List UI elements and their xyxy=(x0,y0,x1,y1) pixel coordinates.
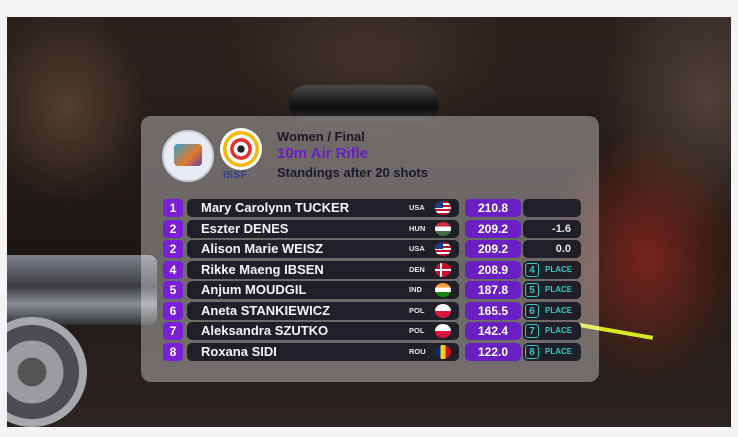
score-value: 209.2 xyxy=(465,219,521,238)
difference-cell: 8 PLACE xyxy=(523,342,581,361)
country-code: ROU xyxy=(409,346,426,356)
place-label: PLACE xyxy=(545,346,573,356)
country-code: DEN xyxy=(409,264,425,274)
score-value: 122.0 xyxy=(465,342,521,361)
rank-badge: 2 xyxy=(163,219,183,238)
athlete-name: Alison Marie WEISZ xyxy=(201,241,324,256)
hungary-flag-icon xyxy=(435,221,451,236)
country-code: IND xyxy=(409,285,422,294)
place-label: PLACE xyxy=(545,326,573,335)
athlete-bar: Mary Carolynn TUCKER USA xyxy=(187,199,459,217)
rank-badge: 5 xyxy=(163,281,183,299)
usa-flag-icon xyxy=(435,201,451,215)
table-row: 8 Roxana SIDI ROU 122.0 8 PLACE xyxy=(163,342,583,361)
difference-cell: 4 PLACE xyxy=(523,260,581,279)
difference-cell: 6 PLACE xyxy=(523,301,581,320)
score-difference: -1.6 xyxy=(552,222,571,235)
denmark-flag-icon xyxy=(435,262,451,277)
difference-cell: 7 PLACE xyxy=(523,322,581,340)
athlete-name: Aleksandra SZUTKO xyxy=(201,323,329,338)
world-cup-logo xyxy=(162,130,214,182)
athlete-bar: Anjum MOUDGIL IND xyxy=(187,281,459,299)
rank-badge: 8 xyxy=(163,342,183,361)
score-value: 208.9 xyxy=(465,260,521,279)
score-value: 187.8 xyxy=(465,281,521,299)
score-value: 210.8 xyxy=(465,199,521,217)
athlete-name: Anjum MOUDGIL xyxy=(201,282,307,297)
place-number: 4 xyxy=(525,262,539,277)
country-code: USA xyxy=(409,244,425,253)
athlete-name: Rikke Maeng IBSEN xyxy=(201,261,324,277)
country-code: USA xyxy=(409,203,425,212)
rank-badge: 1 xyxy=(163,199,183,217)
place-label: PLACE xyxy=(545,264,573,274)
table-row: 2 Eszter DENES HUN 209.2 -1.6 xyxy=(163,219,583,238)
athlete-bar: Roxana SIDI ROU xyxy=(187,342,459,361)
rifle-barrel xyxy=(7,255,157,325)
romania-flag-icon xyxy=(435,344,451,359)
country-code: HUN xyxy=(409,223,426,233)
difference-cell: 0.0 xyxy=(523,240,581,258)
difference-cell: 5 PLACE xyxy=(523,281,581,299)
rank-badge: 7 xyxy=(163,322,183,340)
usa-flag-icon xyxy=(435,242,451,256)
difference-cell xyxy=(523,199,581,217)
place-label: PLACE xyxy=(545,305,573,315)
athlete-name: Mary Carolynn TUCKER xyxy=(201,200,350,215)
athlete-name: Aneta STANKIEWICZ xyxy=(201,302,331,318)
athlete-bar: Alison Marie WEISZ USA xyxy=(187,240,459,258)
table-row: 2 Alison Marie WEISZ USA 209.2 0.0 xyxy=(163,240,583,258)
country-code: POL xyxy=(409,326,425,335)
table-row: 6 Aneta STANKIEWICZ POL 165.5 6 PLACE xyxy=(163,301,583,320)
table-row: 7 Aleksandra SZUTKO POL 142.4 7 PLACE xyxy=(163,322,583,340)
event-stage-label: Women / Final xyxy=(277,129,365,144)
difference-cell: -1.6 xyxy=(523,219,581,238)
athlete-bar: Eszter DENES HUN xyxy=(187,219,459,238)
athlete-bar: Aneta STANKIEWICZ POL xyxy=(187,301,459,320)
athlete-bar: Aleksandra SZUTKO POL xyxy=(187,322,459,340)
table-row: 1 Mary Carolynn TUCKER USA 210.8 xyxy=(163,199,583,217)
place-number: 5 xyxy=(525,283,539,297)
rank-badge: 4 xyxy=(163,260,183,279)
score-value: 209.2 xyxy=(465,240,521,258)
athlete-name: Eszter DENES xyxy=(201,220,289,236)
country-code: POL xyxy=(409,305,425,315)
score-value: 142.4 xyxy=(465,322,521,340)
poland-flag-icon xyxy=(435,324,451,338)
rank-badge: 2 xyxy=(163,240,183,258)
issf-logo-text: ISSF xyxy=(223,170,248,181)
place-number: 6 xyxy=(525,303,539,318)
issf-target-logo xyxy=(220,128,262,170)
place-number: 8 xyxy=(525,344,539,359)
place-label: PLACE xyxy=(545,285,573,294)
score-difference: 0.0 xyxy=(555,243,571,255)
rifle-scope xyxy=(289,85,439,121)
rifle-sight-disc xyxy=(7,317,87,427)
poland-flag-icon xyxy=(435,303,451,318)
rank-badge: 6 xyxy=(163,301,183,320)
athlete-name: Roxana SIDI xyxy=(201,343,277,359)
athlete-bar: Rikke Maeng IBSEN DEN xyxy=(187,260,459,279)
standings-subtitle: Standings after 20 shots xyxy=(277,165,428,180)
table-row: 4 Rikke Maeng IBSEN DEN 208.9 4 PLACE xyxy=(163,260,583,279)
score-value: 165.5 xyxy=(465,301,521,320)
place-number: 7 xyxy=(525,324,539,338)
table-row: 5 Anjum MOUDGIL IND 187.8 5 PLACE xyxy=(163,281,583,299)
event-name-title: 10m Air Rifle xyxy=(277,145,369,162)
india-flag-icon xyxy=(435,283,451,297)
